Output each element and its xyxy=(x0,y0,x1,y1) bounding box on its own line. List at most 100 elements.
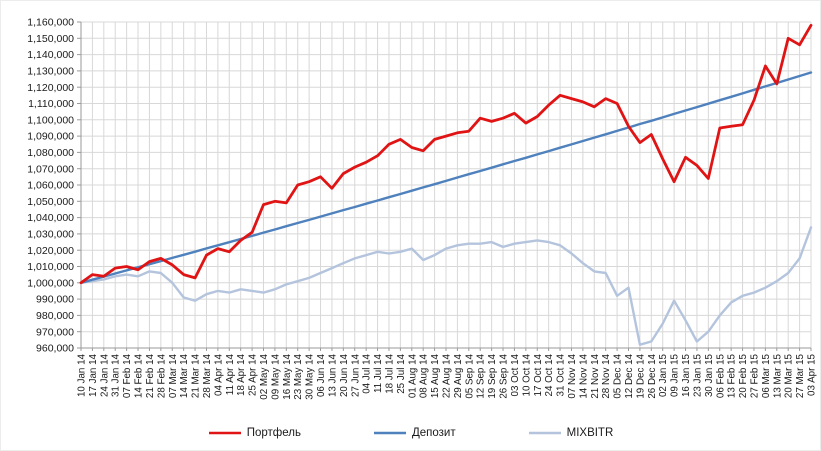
x-axis-label: 20 Feb 15 xyxy=(738,353,749,398)
x-axis-label: 29 Aug 14 xyxy=(453,353,464,398)
y-axis-label: 970,000 xyxy=(36,326,74,338)
x-axis-label: 24 Jan 14 xyxy=(99,353,110,397)
x-axis-label: 11 Jul 14 xyxy=(373,353,384,393)
y-axis-label: 1,140,000 xyxy=(27,49,74,61)
x-axis-label: 06 Mar 15 xyxy=(761,353,772,398)
y-axis-label: 1,160,000 xyxy=(27,17,74,29)
x-axis-label: 01 Aug 14 xyxy=(407,353,418,398)
x-axis-label: 23 Jan 15 xyxy=(692,353,703,397)
y-axis-label: 1,060,000 xyxy=(27,180,74,192)
x-axis-label: 12 Sep 14 xyxy=(476,353,487,398)
x-axis-label: 16 Jan 15 xyxy=(681,353,692,397)
x-axis-label: 16 May 14 xyxy=(282,353,293,399)
legend-label-deposit: Депозит xyxy=(411,427,456,439)
legend-line-swatch-mixbitr xyxy=(528,431,561,435)
chart-legend: Портфель Депозит MIXBITR xyxy=(1,419,820,447)
y-axis-label: 960,000 xyxy=(36,343,74,355)
y-axis-label: 1,050,000 xyxy=(27,196,74,208)
x-axis-label: 21 Mar 14 xyxy=(191,353,202,398)
x-axis-label: 18 Apr 14 xyxy=(236,353,247,395)
x-axis-label: 18 Jul 14 xyxy=(384,353,395,393)
x-axis-label: 26 Dec 14 xyxy=(647,353,658,398)
x-axis-label: 30 Jan 15 xyxy=(704,353,715,397)
x-axis-label: 28 Mar 14 xyxy=(202,353,213,398)
x-axis-label: 13 Feb 15 xyxy=(727,353,738,398)
x-axis-label: 27 Jun 14 xyxy=(350,353,361,397)
y-axis-label: 1,090,000 xyxy=(27,131,74,143)
x-axis-label: 14 Nov 14 xyxy=(578,353,589,398)
x-axis-label: 26 Sep 14 xyxy=(499,353,510,398)
x-axis-label: 04 Apr 14 xyxy=(213,353,224,395)
x-axis-label: 19 Dec 14 xyxy=(635,353,646,398)
legend-label-mixbitr: MIXBITR xyxy=(566,427,614,439)
legend-item-deposit: Депозит xyxy=(373,427,456,439)
x-axis-label: 20 Jun 14 xyxy=(339,353,350,397)
x-axis-label: 20 Mar 15 xyxy=(784,353,795,398)
x-axis-label: 04 Jul 14 xyxy=(362,353,373,393)
legend-line-swatch-deposit xyxy=(373,431,406,435)
x-axis-label: 23 May 14 xyxy=(293,353,304,399)
x-axis-label: 30 May 14 xyxy=(305,353,316,399)
y-axis-label: 1,080,000 xyxy=(27,147,74,159)
x-axis-label: 17 Oct 14 xyxy=(533,353,544,396)
legend-item-portfolio: Портфель xyxy=(208,427,301,439)
portfolio-series-line xyxy=(79,23,813,285)
x-axis-label: 11 Apr 14 xyxy=(225,353,236,395)
x-axis-label: 12 Dec 14 xyxy=(624,353,635,398)
legend-line-swatch-portfolio xyxy=(208,431,241,435)
y-axis-label: 1,030,000 xyxy=(27,229,74,241)
y-axis-label: 1,020,000 xyxy=(27,245,74,257)
line-chart-plot: 1,160,000 1,150,000 1,140,000 1,130,000 1,12… xyxy=(27,17,818,400)
x-axis-label: 03 Apr 15 xyxy=(807,353,818,395)
x-axis-label: 05 Dec 14 xyxy=(613,353,624,398)
deposit-series-line xyxy=(79,71,813,284)
x-axis-label: 17 Jan 14 xyxy=(88,353,99,397)
x-axis-label: 06 Feb 15 xyxy=(715,353,726,398)
x-axis-label: 07 Feb 14 xyxy=(122,353,133,398)
x-axis-label: 19 Sep 14 xyxy=(487,353,498,398)
x-axis-label: 22 Aug 14 xyxy=(442,353,453,398)
x-axis-label: 25 Jul 14 xyxy=(396,353,407,393)
x-axis-label: 27 Mar 15 xyxy=(795,353,806,398)
y-axis-label: 1,070,000 xyxy=(27,163,74,175)
x-axis-label: 28 Feb 14 xyxy=(156,353,167,398)
x-axis-label: 09 Jan 15 xyxy=(670,353,681,397)
x-axis-label: 03 Oct 14 xyxy=(510,353,521,396)
y-axis-label: 1,130,000 xyxy=(27,66,74,78)
y-axis-label: 1,120,000 xyxy=(27,82,74,94)
x-axis-label: 31 Oct 14 xyxy=(556,353,567,396)
x-axis-label: 02 Jan 15 xyxy=(658,353,669,397)
x-axis-label: 14 Mar 14 xyxy=(179,353,190,398)
y-axis-label: 1,040,000 xyxy=(27,212,74,224)
x-axis-label: 09 May 14 xyxy=(270,353,281,399)
x-axis-label: 13 Mar 15 xyxy=(772,353,783,398)
x-axis-label: 05 Sep 14 xyxy=(464,353,475,398)
mixbitr-series-line xyxy=(79,226,813,346)
x-axis-label: 31 Jan 14 xyxy=(111,353,122,397)
legend-item-mixbitr: MIXBITR xyxy=(528,427,614,439)
x-axis-label: 13 Jun 14 xyxy=(327,353,338,397)
y-axis-label: 1,100,000 xyxy=(27,114,74,126)
x-axis-label: 28 Nov 14 xyxy=(601,353,612,398)
x-axis-label: 06 Jun 14 xyxy=(316,353,327,397)
x-axis-label: 21 Feb 14 xyxy=(145,353,156,398)
x-axis-label: 10 Oct 14 xyxy=(521,353,532,396)
x-axis-label: 08 Aug 14 xyxy=(419,353,430,398)
x-axis-label: 25 Apr 14 xyxy=(248,353,259,395)
y-axis-label: 990,000 xyxy=(36,294,74,306)
x-axis-label: 15 Aug 14 xyxy=(430,353,441,398)
y-axis-label: 1,000,000 xyxy=(27,277,74,289)
x-axis-label: 21 Nov 14 xyxy=(590,353,601,398)
x-axis-label: 07 Mar 14 xyxy=(168,353,179,398)
x-axis-label: 07 Nov 14 xyxy=(567,353,578,398)
y-axis-label: 980,000 xyxy=(36,310,74,322)
x-axis-label: 14 Feb 14 xyxy=(134,353,145,398)
legend-label-portfolio: Портфель xyxy=(246,427,301,439)
x-axis-label: 24 Oct 14 xyxy=(544,353,555,396)
y-axis-label: 1,150,000 xyxy=(27,33,74,45)
y-axis-label: 1,110,000 xyxy=(28,98,74,110)
x-axis-label: 02 May 14 xyxy=(259,353,270,399)
y-axis-label: 1,010,000 xyxy=(27,261,74,273)
x-axis-label: 27 Feb 15 xyxy=(749,353,760,398)
